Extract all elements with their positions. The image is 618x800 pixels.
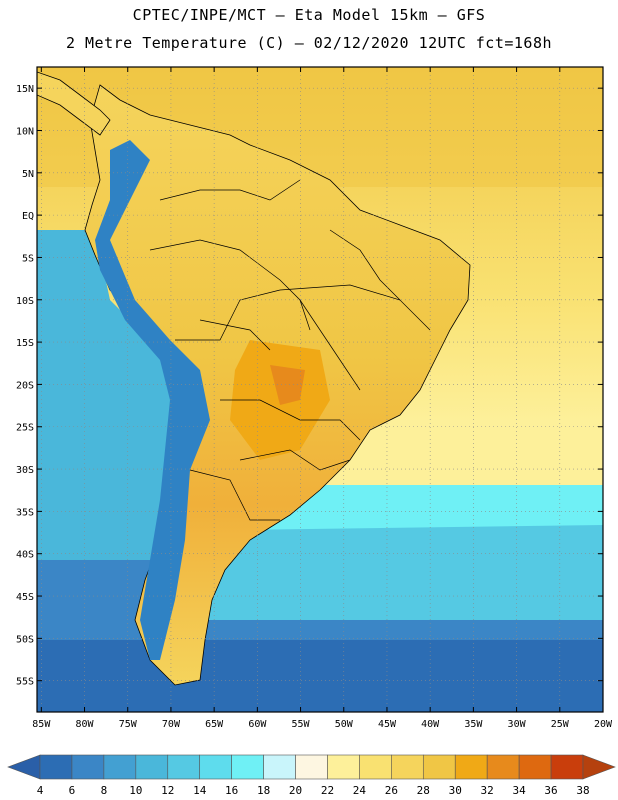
lon-label: 35W	[464, 719, 483, 730]
colorbar-swatch	[71, 754, 105, 780]
title-line-1: CPTEC/INPE/MCT – Eta Model 15km – GFS	[132, 6, 486, 24]
south-atlantic-cool	[200, 520, 603, 620]
lat-label: 20S	[16, 380, 34, 391]
axis-ticks	[37, 67, 604, 712]
colorbar-label: 34	[512, 784, 526, 797]
colorbar-swatch	[39, 754, 73, 780]
colorbar-swatch	[167, 754, 201, 780]
lat-label: 30S	[16, 465, 34, 476]
colorbar-label: 12	[161, 784, 174, 797]
colorbar-swatch	[359, 754, 392, 780]
colorbar-label: 24	[353, 784, 367, 797]
colorbar-low-arrow	[7, 754, 41, 780]
colorbar-label: 8	[101, 784, 108, 797]
colorbar-swatch	[199, 754, 232, 780]
colorbar-swatch	[327, 754, 360, 780]
lat-label: 50S	[16, 634, 34, 645]
country-borders	[149, 179, 431, 521]
colorbar-label: 36	[544, 784, 557, 797]
colorbar-swatch	[391, 754, 424, 780]
lon-label: 85W	[32, 719, 51, 730]
lat-label: 5N	[22, 169, 34, 180]
lon-label: 55W	[292, 719, 311, 730]
pacific-cold-water	[37, 230, 175, 560]
lon-label: 45W	[378, 719, 397, 730]
lon-label: 80W	[75, 719, 94, 730]
colorbar-label: 38	[576, 784, 589, 797]
lat-label: 45S	[16, 592, 34, 603]
south-atlantic-warm	[300, 420, 603, 485]
lon-label: 30W	[508, 719, 527, 730]
lat-label: 40S	[16, 550, 34, 561]
latitude-labels: 15N 10N 5N EQ 5S 10S 15S 20S 25S 30S 35S 40S 45S 50S 5…	[16, 84, 34, 688]
colorbar-swatch	[231, 754, 264, 780]
colorbar-swatch	[486, 754, 520, 780]
lon-label: 40W	[421, 719, 440, 730]
colorbar-swatch	[103, 754, 137, 780]
colorbar-label: 20	[289, 784, 302, 797]
colorbar-swatch	[135, 754, 169, 780]
colorbar-swatch	[295, 754, 328, 780]
colorbar-swatch	[422, 754, 456, 780]
lat-label: 15S	[16, 338, 34, 349]
lon-label: 25W	[551, 719, 570, 730]
lat-label: 5S	[22, 253, 34, 264]
longitude-labels: 85W 80W 75W 70W 65W 60W 55W 50W 45W 40W 35W 30W 25W 2…	[32, 719, 613, 730]
colorbar-label: 14	[193, 784, 207, 797]
lon-label: 50W	[335, 719, 354, 730]
central-america-land	[37, 71, 111, 136]
lon-label: 20W	[594, 719, 613, 730]
lon-label: 75W	[119, 719, 138, 730]
colorbar-label: 32	[481, 784, 494, 797]
colorbar-high-arrow	[582, 754, 616, 780]
lat-label: 15N	[16, 84, 34, 95]
colorbar-swatch	[454, 754, 488, 780]
title-line-2: 2 Metre Temperature (C) – 02/12/2020 12U…	[65, 34, 553, 52]
map-area	[37, 67, 603, 712]
hottest-core	[270, 365, 305, 405]
colorbar-label: 4	[37, 784, 44, 797]
lat-label: 10N	[16, 126, 34, 137]
colorbar-label: 28	[417, 784, 430, 797]
colorbar-label: 22	[321, 784, 334, 797]
lon-label: 60W	[248, 719, 267, 730]
lat-label: 55S	[16, 677, 34, 688]
colorbar-label: 6	[69, 784, 76, 797]
south-atlantic-mild	[240, 480, 603, 530]
colorbar-swatch	[263, 754, 296, 780]
lon-label: 65W	[205, 719, 224, 730]
colorbar-label: 16	[225, 784, 238, 797]
colorbar-label: 10	[129, 784, 142, 797]
colorbar-label: 18	[257, 784, 270, 797]
lat-label: EQ	[22, 211, 34, 222]
andes-cold-strip	[95, 140, 210, 660]
colorbar-label: 26	[385, 784, 398, 797]
lon-label: 70W	[162, 719, 181, 730]
lat-label: 10S	[16, 296, 34, 307]
southern-ocean-cold	[37, 640, 603, 712]
map-frame	[36, 66, 604, 713]
colorbar-label: 30	[449, 784, 462, 797]
colorbar-swatch	[518, 754, 552, 780]
lat-label: 25S	[16, 423, 34, 434]
colorbar: 4 6 8 10 12 14 16 18 20 22 24 26 28 30 32 34 36 38	[7, 754, 616, 797]
colorbar-swatch	[550, 754, 584, 780]
lat-label: 35S	[16, 507, 34, 518]
